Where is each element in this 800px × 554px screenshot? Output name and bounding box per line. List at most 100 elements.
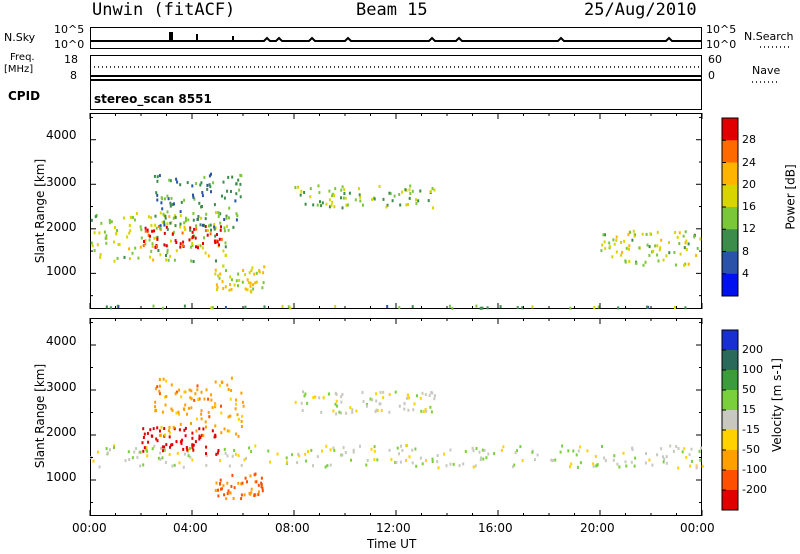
echo-cell <box>231 175 234 179</box>
echo-cell <box>190 259 193 263</box>
echo-cell <box>388 410 391 414</box>
echo-cell <box>569 465 571 469</box>
echo-cell <box>685 455 688 459</box>
echo-cell <box>232 497 235 500</box>
echo-cell <box>183 225 186 229</box>
echo-cell <box>294 400 297 404</box>
echo-cell <box>161 410 164 414</box>
echo-cell <box>171 232 174 236</box>
echo-cell <box>220 431 223 435</box>
colorbar-segment <box>722 184 738 208</box>
echo-cell <box>160 425 163 429</box>
echo-cell <box>211 429 214 433</box>
echo-cell <box>224 245 227 249</box>
echo-cell <box>220 487 223 491</box>
echo-cell <box>415 198 417 202</box>
echo-cell <box>175 249 178 253</box>
echo-cell <box>240 493 243 497</box>
echo-cell <box>616 462 619 466</box>
echo-cell <box>334 304 337 308</box>
echo-cell <box>113 240 115 244</box>
echo-cell <box>250 269 253 273</box>
echo-cell <box>303 191 306 194</box>
echo-cell <box>173 258 176 262</box>
echo-cell <box>183 407 186 411</box>
echo-cell <box>642 263 645 267</box>
echo-cell <box>181 231 184 235</box>
echo-cell <box>443 452 446 456</box>
echo-cell <box>462 462 465 466</box>
echo-cell <box>201 191 204 194</box>
echo-cell <box>608 241 611 245</box>
echo-cell <box>196 384 199 388</box>
cpid-value: stereo_scan 8551 <box>94 92 212 106</box>
echo-cell <box>156 235 159 239</box>
echo-cell <box>217 494 220 498</box>
echo-cell <box>376 458 379 462</box>
echo-cell <box>223 218 226 221</box>
echo-cell <box>217 211 220 215</box>
echo-cell <box>420 409 423 413</box>
echo-cell <box>620 253 623 257</box>
echo-cell <box>246 480 248 484</box>
echo-cell <box>434 394 436 398</box>
echo-cell <box>401 448 404 452</box>
echo-cell <box>126 235 129 239</box>
freq-label-1: Freq. <box>10 52 35 63</box>
colorbar-tick-label: 8 <box>742 244 749 258</box>
echo-cell <box>254 444 257 448</box>
echo-cell <box>190 406 193 410</box>
echo-cell <box>214 268 217 272</box>
echo-cell <box>396 446 399 450</box>
echo-cell <box>227 415 230 419</box>
echo-cell <box>152 258 155 262</box>
colorbar-tick-label: 100 <box>742 363 763 376</box>
echo-cell <box>621 250 624 254</box>
echo-cell <box>300 189 303 193</box>
echo-cell <box>161 207 164 211</box>
echo-cell <box>206 233 209 237</box>
echo-cell <box>163 445 166 449</box>
echo-cell <box>252 287 255 291</box>
echo-cell <box>309 195 312 199</box>
echo-cell <box>229 397 232 401</box>
echo-cell <box>373 449 376 453</box>
echo-cell <box>531 305 534 309</box>
echo-cell <box>326 464 329 468</box>
echo-cell <box>217 215 220 219</box>
colorbar-tick-label: 50 <box>742 383 756 396</box>
echo-cell <box>223 447 226 451</box>
echo-cell <box>166 194 169 198</box>
echo-cell <box>246 288 249 292</box>
echo-cell <box>184 228 187 231</box>
echo-cell <box>189 228 192 232</box>
echo-cell <box>699 458 702 462</box>
echo-cell <box>689 464 692 468</box>
echo-cell <box>417 199 420 203</box>
echo-cell <box>231 454 234 458</box>
echo-cell <box>194 392 197 396</box>
echo-cell <box>386 305 389 308</box>
echo-cell <box>684 262 687 266</box>
echo-cell <box>163 223 166 227</box>
echo-cell <box>247 281 250 285</box>
echo-cell <box>216 286 219 290</box>
echo-cell <box>214 403 217 407</box>
echo-cell <box>333 205 336 209</box>
echo-cell <box>204 225 207 228</box>
echo-cell <box>192 448 195 452</box>
echo-cell <box>144 229 147 233</box>
echo-cell <box>143 432 146 436</box>
echo-cell <box>138 450 141 454</box>
echo-cell <box>238 278 241 282</box>
echo-cell <box>669 444 672 448</box>
echo-cell <box>310 448 313 452</box>
freq-tick-bottom: 8 <box>70 69 77 82</box>
echo-cell <box>678 242 681 245</box>
echo-cell <box>159 451 162 455</box>
echo-cell <box>188 238 191 242</box>
echo-cell <box>190 397 193 401</box>
echo-cell <box>430 410 433 414</box>
echo-cell <box>651 250 653 254</box>
echo-cell <box>373 458 376 462</box>
